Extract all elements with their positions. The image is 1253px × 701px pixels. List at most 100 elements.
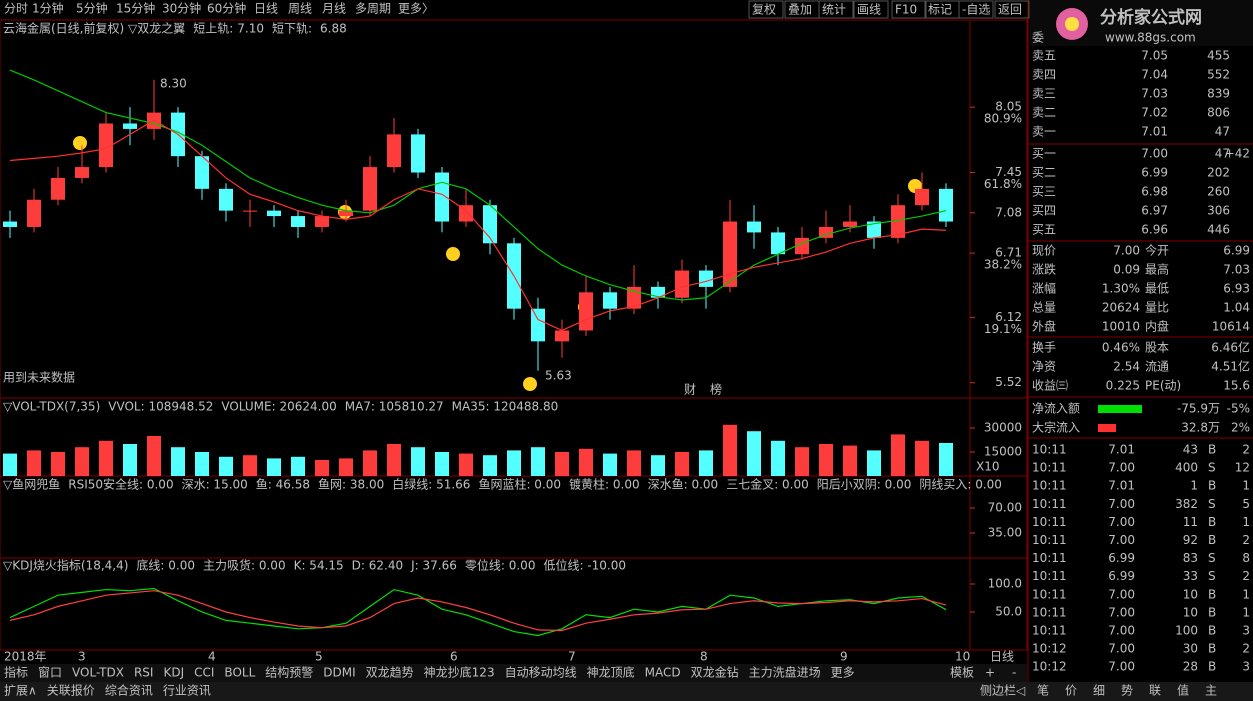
trade-price: 7.00 xyxy=(1108,660,1135,674)
indicator-tab[interactable]: 双龙金钻 xyxy=(691,665,739,680)
volume-bar xyxy=(507,450,521,476)
indicator-tab[interactable]: VOL-TDX xyxy=(72,666,124,680)
indicator-tab[interactable]: 神龙抄底123 xyxy=(424,665,495,680)
indicator-tab[interactable]: 主力洗盘进场 xyxy=(749,665,821,680)
trade-count: 1 xyxy=(1242,605,1250,619)
date-label: 8 xyxy=(700,650,708,664)
indicator-label: 云海金属(日线,前复权) ▽双龙之翼 xyxy=(3,21,185,36)
period-tab[interactable]: 15分钟 xyxy=(116,1,155,16)
stat-label: 换手 xyxy=(1032,341,1056,355)
tool-button-label[interactable]: 标记 xyxy=(928,3,952,17)
indicator-label: 6.88 xyxy=(320,22,347,36)
indicator-tab[interactable]: BOLL xyxy=(224,666,255,680)
indicator-tab[interactable]: DDMI xyxy=(323,666,355,680)
stat-value: 10614 xyxy=(1212,320,1250,334)
indicator-tab[interactable]: RSI xyxy=(134,666,154,680)
period-tab[interactable]: 5分钟 xyxy=(76,1,108,16)
period-tab[interactable]: 周线 xyxy=(288,2,312,16)
volume-bar xyxy=(363,450,377,476)
tool-button-label[interactable]: 叠加 xyxy=(788,3,812,17)
side-tab[interactable]: 势 xyxy=(1121,684,1133,698)
tool-button-label[interactable]: -自选 xyxy=(962,3,990,17)
candle-body xyxy=(267,210,281,217)
volume-bar xyxy=(243,455,257,476)
indicator-tab[interactable]: 指标 xyxy=(4,665,28,680)
volume-bar xyxy=(819,444,833,476)
period-tab[interactable]: 1分钟 xyxy=(32,1,64,16)
side-tab[interactable]: 联 xyxy=(1149,684,1161,698)
indicator-tab[interactable]: 自动移动均线 xyxy=(505,666,577,680)
stat-label: 现价 xyxy=(1032,244,1056,258)
bottom-tab[interactable]: 扩展∧ xyxy=(4,684,37,698)
bottom-tab[interactable]: 关联报价 xyxy=(47,683,95,698)
trade-count: 1 xyxy=(1242,515,1250,529)
tool-button-label[interactable]: 统计 xyxy=(822,3,846,17)
tab-control[interactable]: 模板 xyxy=(950,666,974,680)
stat-label: 内盘 xyxy=(1145,319,1169,334)
sidebar-toggle[interactable]: 侧边栏◁ xyxy=(980,683,1025,698)
indicator-tab[interactable]: 更多 xyxy=(831,666,855,680)
candle-body xyxy=(27,199,41,227)
trade-count: 2 xyxy=(1242,443,1250,457)
row-label: 卖四 xyxy=(1032,68,1056,82)
logo-title: 分析家公式网 xyxy=(1100,7,1202,28)
trade-side: B xyxy=(1208,443,1216,457)
indicator-tab[interactable]: 窗口 xyxy=(38,666,62,680)
row-label: 买三 xyxy=(1032,185,1056,199)
tool-button-label[interactable]: 复权 xyxy=(752,3,776,17)
trade-volume: 382 xyxy=(1175,497,1198,511)
side-tab[interactable]: 细 xyxy=(1093,684,1105,698)
trade-price: 7.01 xyxy=(1108,443,1135,457)
indicator-label: 三七金叉: 0.00 xyxy=(726,477,809,492)
y-tick-label: 15000 xyxy=(984,445,1022,459)
candle-body xyxy=(747,221,761,233)
tool-button-label[interactable]: F10 xyxy=(895,3,917,17)
indicator-label: 底线: 0.00 xyxy=(136,558,195,573)
badge: 财 xyxy=(684,383,696,397)
tab-control[interactable]: + xyxy=(985,666,995,680)
price: 7.00 xyxy=(1141,147,1168,161)
side-tab[interactable]: 主 xyxy=(1205,684,1217,698)
y-tick-label: 50.0 xyxy=(995,604,1022,618)
period-tab[interactable]: 30分钟 xyxy=(162,1,201,16)
indicator-label: 镀黄柱: 0.00 xyxy=(569,477,640,492)
side-tab[interactable]: 值 xyxy=(1177,683,1189,698)
indicator-tab[interactable]: KDJ xyxy=(163,666,184,680)
stat-value: 7.00 xyxy=(1113,244,1140,258)
indicator-tab[interactable]: 神龙顶底 xyxy=(587,665,635,680)
indicator-tab[interactable]: 双龙趋势 xyxy=(366,666,414,680)
bottom-tab[interactable]: 综合资讯 xyxy=(105,683,153,698)
indicator-tab[interactable]: MACD xyxy=(645,666,681,680)
tab-bar xyxy=(0,664,1027,682)
stat-value: 1.04 xyxy=(1223,301,1250,315)
trade-time: 10:11 xyxy=(1032,569,1067,583)
row-label: 卖一 xyxy=(1032,125,1056,139)
period-tab[interactable]: 分时 xyxy=(4,2,28,16)
trade-volume: 83 xyxy=(1183,551,1198,565)
tool-button-label[interactable]: 画线 xyxy=(857,3,881,17)
side-tab[interactable]: 笔 xyxy=(1037,683,1049,698)
period-tab[interactable]: 月线 xyxy=(322,2,346,16)
trade-volume: 1 xyxy=(1190,479,1198,493)
indicator-label: 深水: 15.00 xyxy=(182,478,248,492)
volume-bar xyxy=(771,440,785,476)
price: 6.98 xyxy=(1141,185,1168,199)
indicator-tab[interactable]: CCI xyxy=(194,666,214,680)
tab-control[interactable]: - xyxy=(1012,666,1016,680)
period-tab[interactable]: 更多〉 xyxy=(398,2,434,16)
date-label: 7 xyxy=(568,650,576,664)
y-tick-label: 30000 xyxy=(984,421,1022,435)
price: 6.97 xyxy=(1141,204,1168,218)
volume-bar xyxy=(699,450,713,476)
volume-bar xyxy=(483,455,497,476)
trade-side: S xyxy=(1208,497,1216,511)
side-tab[interactable]: 价 xyxy=(1065,684,1077,698)
period-tab[interactable]: 60分钟 xyxy=(207,1,246,16)
bottom-tab[interactable]: 行业资讯 xyxy=(163,684,211,698)
tool-button-label[interactable]: 返回 xyxy=(998,3,1022,17)
volume-bar xyxy=(651,455,665,476)
indicator-tab[interactable]: 结构预警 xyxy=(265,665,313,680)
chart-frame xyxy=(0,19,1028,651)
period-tab[interactable]: 多周期 xyxy=(355,2,391,16)
period-tab[interactable]: 日线 xyxy=(254,2,278,16)
